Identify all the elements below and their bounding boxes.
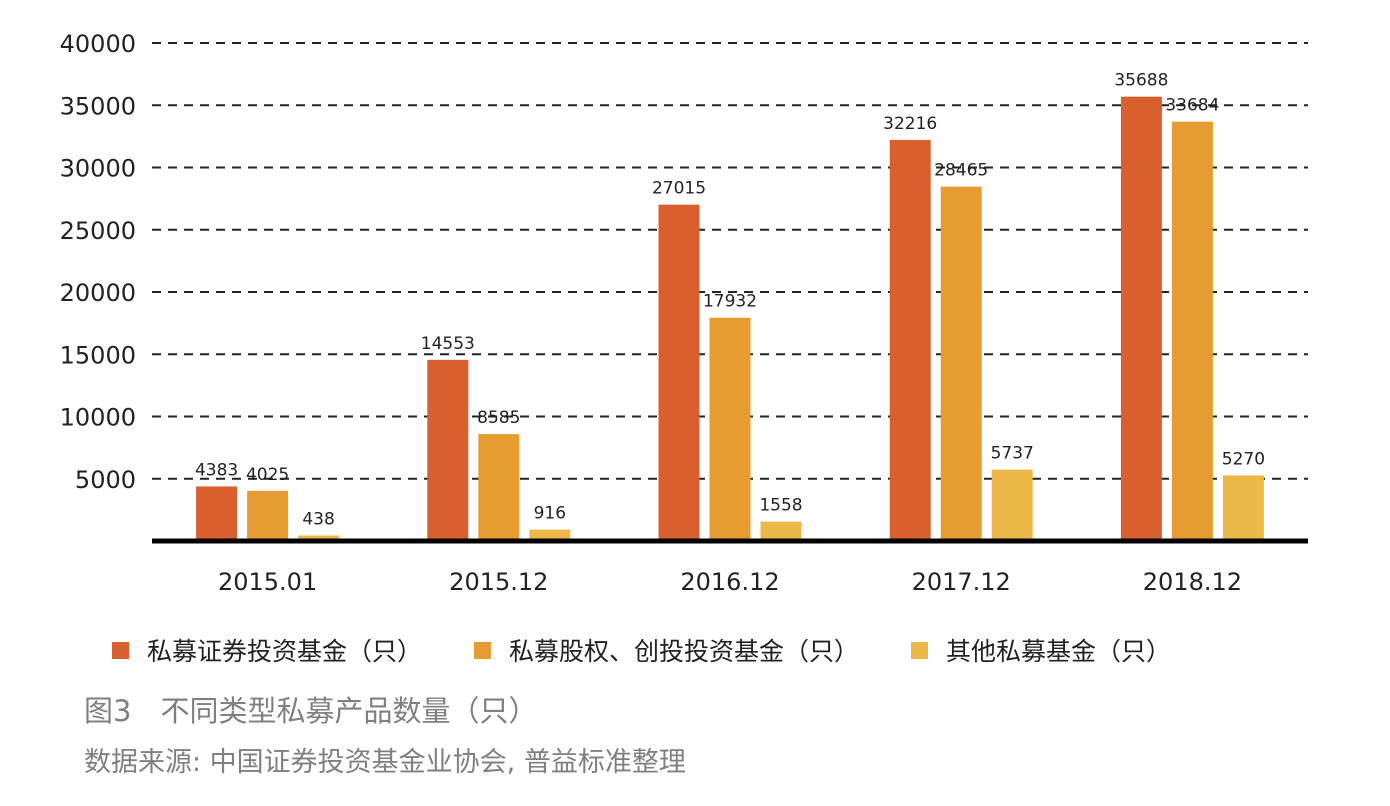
data-label: 5270: [1222, 449, 1265, 469]
bar: [1222, 475, 1264, 541]
bar: [298, 535, 340, 541]
y-tick-label: 5000: [75, 466, 136, 494]
legend-swatch-equity: [474, 641, 492, 659]
data-label: 438: [302, 510, 334, 530]
x-tick-label: 2015.01: [218, 568, 317, 596]
data-label: 1558: [759, 496, 802, 516]
y-tick-label: 20000: [60, 279, 136, 307]
y-tick-label: 15000: [60, 341, 136, 369]
bar: [196, 486, 238, 541]
y-tick-label: 35000: [60, 92, 136, 120]
legend-label-securities: 私募证券投资基金（只）: [147, 637, 423, 666]
x-tick-label: 2015.12: [449, 568, 548, 596]
data-source: 数据来源: 中国证券投资基金业协会, 普益标准整理: [84, 747, 686, 778]
bar: [427, 359, 469, 541]
bar: [247, 490, 289, 541]
bar-chart: 5000 10000 15000 20000 25000 30000 35000 40000 4…: [60, 30, 1308, 596]
x-tick-label: 2016.12: [680, 568, 779, 596]
legend-item-equity: 私募股权、创投投资基金（只）: [474, 632, 859, 668]
y-tick-label: 40000: [60, 30, 136, 58]
bar: [1171, 121, 1213, 541]
legend: 私募证券投资基金（只） 私募股权、创投投资基金（只） 其他私募基金（只）: [112, 632, 1223, 668]
legend-label-equity: 私募股权、创投投资基金（只）: [509, 637, 860, 666]
y-tick-label: 30000: [60, 155, 136, 183]
data-label: 5737: [991, 444, 1034, 464]
bar: [709, 317, 751, 541]
x-tick-label: 2017.12: [912, 568, 1011, 596]
bar: [1120, 96, 1162, 542]
bar: [529, 529, 571, 541]
bar: [658, 204, 700, 541]
legend-swatch-securities: [112, 641, 129, 659]
bar: [760, 521, 802, 541]
data-label: 4383: [195, 460, 238, 480]
bar: [940, 186, 982, 541]
data-label: 32216: [883, 114, 937, 134]
y-tick-label: 10000: [60, 404, 136, 432]
data-label: 28465: [934, 161, 988, 181]
data-label: 35688: [1114, 71, 1168, 91]
data-label: 8585: [477, 408, 520, 428]
bar: [991, 469, 1033, 541]
bar: [478, 434, 520, 541]
figure-caption: 图3 不同类型私募产品数量（只）: [84, 694, 538, 728]
data-label: 33684: [1165, 96, 1219, 116]
legend-item-securities: 私募证券投资基金（只）: [112, 632, 422, 668]
data-label: 14553: [421, 334, 475, 354]
x-tick-label: 2018.12: [1143, 568, 1242, 596]
bar: [889, 139, 931, 541]
data-label: 27015: [652, 179, 706, 199]
legend-swatch-other: [911, 641, 929, 659]
data-label: 916: [534, 504, 566, 524]
legend-item-other: 其他私募基金（只）: [911, 632, 1171, 668]
y-tick-label: 25000: [60, 217, 136, 245]
data-label: 17932: [703, 292, 757, 312]
legend-label-other: 其他私募基金（只）: [946, 637, 1172, 666]
data-label: 4025: [246, 465, 289, 485]
